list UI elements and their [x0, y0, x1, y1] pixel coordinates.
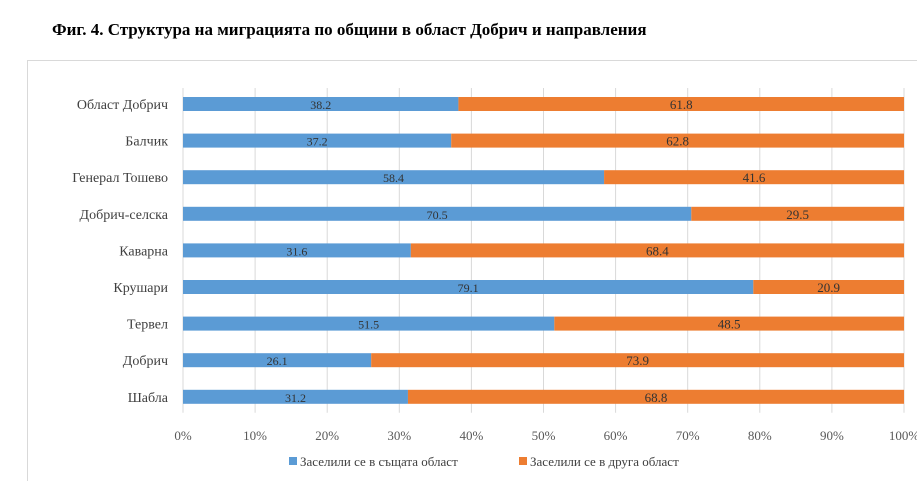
bar-other-region	[451, 133, 904, 148]
bar-same-region	[183, 133, 452, 148]
bar-other-region	[554, 316, 904, 331]
category-labels: Област Добрич Балчик Генерал Тошево Добрич-…	[72, 98, 169, 406]
x-tick-label: 90%	[820, 428, 844, 443]
x-tick-label: 40%	[459, 428, 483, 443]
category-label: Балчик	[125, 135, 168, 150]
bar-same-region	[183, 97, 459, 111]
data-label: 37.2	[307, 135, 328, 149]
x-tick-label: 0%	[174, 428, 192, 443]
data-label: 31.6	[286, 244, 307, 258]
legend-swatch	[519, 457, 527, 465]
data-label: 26.1	[267, 354, 288, 368]
bar-other-region	[604, 170, 904, 185]
x-tick-label: 20%	[315, 428, 339, 443]
bar-same-region	[183, 243, 411, 258]
bar-same-region	[183, 206, 692, 221]
data-label: 51.5	[358, 318, 379, 332]
data-label: 68.8	[645, 390, 668, 405]
data-label: 48.5	[718, 317, 741, 332]
data-label: 79.1	[458, 281, 479, 295]
bar-same-region	[183, 280, 754, 294]
bar-other-region	[691, 206, 904, 221]
data-label: 38.2	[310, 98, 331, 112]
data-label: 61.8	[670, 97, 693, 112]
category-label: Добрич-селска	[80, 208, 169, 223]
bar-same-region	[183, 353, 372, 368]
data-label: 41.6	[743, 170, 766, 185]
category-label: Каварна	[119, 244, 168, 259]
x-tick-label: 60%	[604, 428, 628, 443]
bar-other-region	[410, 243, 904, 258]
data-label: 70.5	[427, 208, 448, 222]
data-label: 58.4	[383, 171, 404, 185]
bars: 38.2 61.8 37.2 62.8 58.4 41.6 70.5 29.5 31.6 68.4…	[183, 97, 904, 405]
bar-other-region	[407, 389, 904, 404]
x-tick-labels: 0% 10% 20% 30% 40% 50% 60% 70% 80% 90% 100%	[174, 428, 917, 443]
x-tick-label: 70%	[676, 428, 700, 443]
category-label: Добрич	[123, 354, 168, 369]
x-tick-label: 30%	[387, 428, 411, 443]
x-tick-label: 100%	[889, 428, 917, 443]
x-tick-label: 80%	[748, 428, 772, 443]
x-tick-label: 10%	[243, 428, 267, 443]
legend-swatch	[289, 457, 297, 465]
data-label: 68.4	[646, 243, 669, 258]
bar-same-region	[183, 170, 605, 185]
bar-other-region	[371, 353, 904, 368]
chart-frame	[27, 60, 917, 481]
category-label: Крушари	[113, 281, 168, 296]
bar-same-region	[183, 389, 408, 404]
legend-label: Заселили се в същата област	[300, 454, 458, 469]
x-tick-label: 50%	[532, 428, 556, 443]
category-label: Тервел	[127, 318, 168, 333]
data-label: 29.5	[786, 207, 809, 222]
category-label: Област Добрич	[77, 98, 168, 113]
data-label: 31.2	[285, 391, 306, 405]
bar-other-region	[458, 97, 904, 111]
legend: Заселили се в същата област Заселили се в…	[289, 454, 679, 469]
bar-same-region	[183, 316, 555, 331]
category-label: Генерал Тошево	[72, 171, 168, 186]
legend-label: Заселили се в друга област	[530, 454, 679, 469]
bar-other-region	[753, 280, 904, 294]
data-label: 73.9	[626, 353, 649, 368]
data-label: 62.8	[666, 134, 689, 149]
figure-title: Фиг. 4. Структура на миграцията по общин…	[52, 20, 647, 39]
data-label: 20.9	[817, 280, 840, 295]
category-label: Шабла	[128, 391, 169, 406]
